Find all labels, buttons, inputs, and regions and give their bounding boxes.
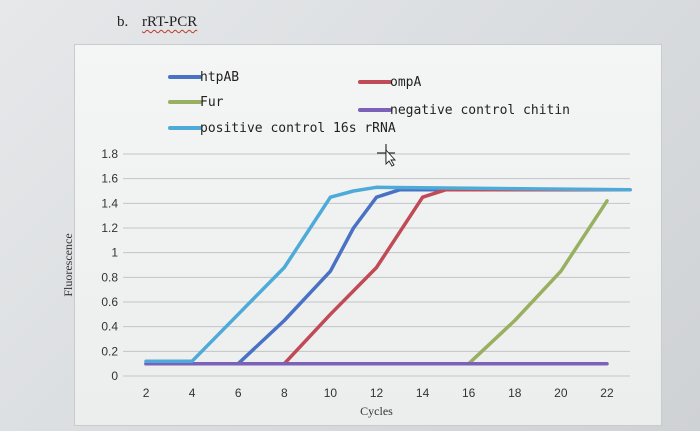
x-tick-label: 22: [600, 386, 614, 400]
y-axis-title: Fluorescence: [61, 233, 75, 296]
legend-label: htpAB: [200, 70, 239, 85]
y-tick-label: 0.8: [101, 270, 118, 284]
legend-label: negative control chitin: [390, 103, 570, 118]
x-tick-label: 2: [143, 386, 150, 400]
x-tick-label: 8: [281, 386, 288, 400]
x-tick-label: 14: [416, 386, 430, 400]
y-tick-label: 1.8: [101, 147, 118, 161]
y-tick-label: 1.2: [101, 221, 118, 235]
y-tick-label: 1.4: [101, 196, 118, 210]
method-title: rRT-PCR: [142, 14, 198, 30]
y-tick-label: 0.2: [101, 344, 118, 358]
x-tick-label: 10: [324, 386, 338, 400]
x-tick-label: 4: [189, 386, 196, 400]
series-line: [144, 185, 632, 363]
legend-label: Fur: [200, 95, 224, 110]
x-tick-label: 16: [462, 386, 476, 400]
x-tick-label: 12: [370, 386, 384, 400]
panel-label: b.: [117, 14, 129, 30]
y-tick-label: 1.6: [101, 172, 118, 186]
pointer-cursor-icon: [385, 148, 397, 167]
x-tick-label: 20: [554, 386, 568, 400]
legend-label: ompA: [390, 75, 421, 90]
legend-label: positive control 16s rRNA: [200, 121, 396, 136]
x-tick-label: 18: [508, 386, 522, 400]
x-axis-title: Cycles: [360, 404, 393, 418]
y-tick-label: 1: [111, 246, 118, 260]
x-tick-label: 6: [235, 386, 242, 400]
y-tick-label: 0.4: [101, 320, 118, 334]
y-tick-label: 0: [111, 369, 118, 383]
y-tick-label: 0.6: [101, 295, 118, 309]
series-line: [144, 188, 632, 366]
figure-heading: b. rRT-PCR: [117, 14, 197, 31]
